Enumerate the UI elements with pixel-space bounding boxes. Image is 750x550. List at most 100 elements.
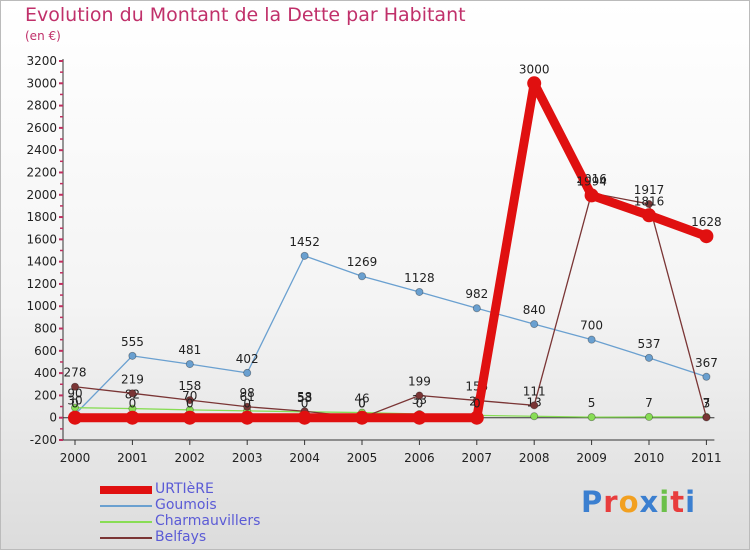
- x-tick-label: 2002: [175, 451, 206, 465]
- y-tick-label: 3200: [26, 54, 57, 68]
- data-point-charmauvillers: [587, 413, 596, 422]
- data-label-charmauvillers: 5: [588, 396, 596, 410]
- data-label-goumois: 982: [465, 287, 488, 301]
- data-label-goumois: 1269: [347, 255, 378, 269]
- x-tick-label: 2009: [576, 451, 607, 465]
- data-label-urtire: 0: [186, 397, 194, 411]
- legend-swatch-goumois: [100, 505, 152, 507]
- x-tick-label: 2005: [347, 451, 378, 465]
- data-label-urtire: 0: [416, 397, 424, 411]
- data-label-urtire: 1628: [691, 215, 722, 229]
- data-label-goumois: 840: [523, 303, 546, 317]
- data-label-charmauvillers: 46: [354, 392, 369, 406]
- data-label-goumois: 1128: [404, 271, 435, 285]
- data-point-urtire: [182, 410, 197, 425]
- data-point-goumois: [357, 272, 366, 281]
- data-point-belfays: [702, 413, 711, 422]
- data-point-urtire: [125, 410, 140, 425]
- y-tick-label: 600: [34, 344, 57, 358]
- data-point-goumois: [587, 335, 596, 344]
- proxiti-logo: Proxiti: [581, 485, 697, 519]
- legend-swatch-charmauvillers: [100, 521, 152, 523]
- data-point-belfays: [71, 382, 80, 391]
- data-label-urtire: 0: [243, 397, 251, 411]
- data-point-urtire: [469, 410, 484, 425]
- data-label-goumois: 1452: [289, 235, 320, 249]
- data-label-urtire: 0: [71, 397, 79, 411]
- data-point-charmauvillers: [530, 412, 539, 421]
- data-label-goumois: 555: [121, 335, 144, 349]
- data-label-charmauvillers: 7: [703, 396, 711, 410]
- x-tick-label: 2004: [289, 451, 320, 465]
- y-tick-label: 2000: [26, 188, 57, 202]
- data-label-goumois: 30: [67, 393, 82, 407]
- legend-label-charmauvillers: Charmauvillers: [155, 513, 261, 529]
- data-point-urtire: [297, 410, 312, 425]
- data-point-urtire: [68, 410, 82, 425]
- data-point-urtire: [355, 410, 369, 425]
- data-label-belfays: 0: [358, 397, 366, 411]
- data-label-charmauvillers: 61: [240, 390, 255, 404]
- data-label-goumois: 700: [580, 319, 603, 333]
- data-label-urtire: 1816: [634, 194, 665, 208]
- chart-title: Evolution du Montant de la Dette par Hab…: [25, 4, 466, 26]
- data-point-goumois: [415, 287, 424, 296]
- legend-swatch-belfays: [100, 537, 152, 539]
- y-tick-label: 1600: [26, 232, 57, 246]
- y-tick-label: 1200: [26, 277, 57, 291]
- y-tick-label: 400: [34, 366, 57, 380]
- data-label-belfays: 278: [64, 366, 87, 380]
- data-point-goumois: [702, 372, 711, 381]
- data-label-urtire: 3000: [519, 62, 550, 76]
- y-tick-label: 800: [34, 322, 57, 336]
- y-tick-label: 2800: [26, 99, 57, 113]
- y-tick-label: 1800: [26, 210, 57, 224]
- data-point-urtire: [584, 188, 599, 203]
- x-tick-label: 2007: [462, 451, 493, 465]
- data-label-belfays: 219: [121, 372, 144, 386]
- legend-label-belfays: Belfays: [155, 529, 207, 545]
- x-tick-label: 2008: [519, 451, 550, 465]
- data-label-goumois: 367: [695, 356, 718, 370]
- x-tick-label: 2010: [634, 451, 665, 465]
- data-label-belfays: 98: [240, 386, 255, 400]
- y-tick-label: 1000: [26, 299, 57, 313]
- y-tick-label: -200: [30, 433, 57, 447]
- y-tick-label: 0: [49, 411, 57, 425]
- legend-label-goumois: Goumois: [155, 497, 217, 513]
- data-point-goumois: [300, 251, 309, 260]
- data-point-belfays: [415, 391, 424, 400]
- x-tick-label: 2003: [232, 451, 263, 465]
- data-label-goumois: 537: [638, 337, 661, 351]
- data-label-belfays: 1917: [634, 183, 665, 197]
- data-point-urtire: [412, 410, 427, 425]
- data-label-belfays: 199: [408, 375, 431, 389]
- data-point-belfays: [185, 396, 194, 405]
- data-label-goumois: 481: [178, 343, 201, 357]
- data-point-goumois: [472, 304, 481, 313]
- y-tick-label: 2600: [26, 121, 57, 135]
- data-point-belfays: [243, 402, 252, 411]
- series-line-urtire: [70, 78, 711, 423]
- data-point-goumois: [128, 351, 137, 360]
- x-tick-label: 2006: [404, 451, 435, 465]
- data-label-belfays: 158: [178, 379, 201, 393]
- data-label-urtire: 1994: [576, 174, 607, 188]
- data-label-belfays: 111: [523, 384, 546, 398]
- data-label-belfays: 3: [703, 396, 711, 410]
- data-point-urtire: [240, 410, 255, 425]
- data-label-charmauvillers: 90: [67, 387, 82, 401]
- x-tick-label: 2001: [117, 451, 148, 465]
- y-tick-label: 1400: [26, 255, 57, 269]
- data-label-charmauvillers: 7: [645, 396, 653, 410]
- data-label-urtire: 0: [301, 397, 309, 411]
- legend-swatch-urtiere: [100, 486, 152, 494]
- data-point-charmauvillers: [645, 412, 654, 421]
- data-point-goumois: [530, 320, 539, 329]
- data-point-urtire: [699, 229, 714, 244]
- y-tick-label: 3000: [26, 76, 57, 90]
- data-point-belfays: [128, 389, 137, 398]
- data-point-goumois: [185, 360, 194, 369]
